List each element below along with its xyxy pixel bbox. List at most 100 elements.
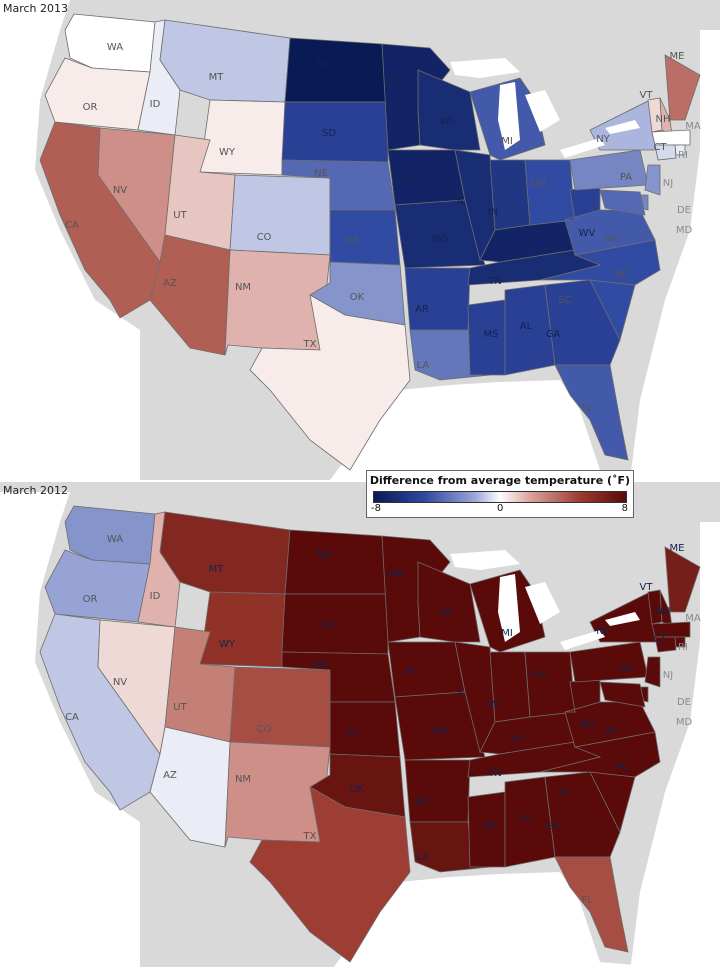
great-lake-3 [525,582,560,624]
state-co [229,174,331,256]
state-wy [199,99,286,176]
state-in [489,651,531,723]
state-label-md: MD [676,225,693,236]
state-label-id: ID [150,591,161,602]
state-ct [654,636,677,653]
gulf-of-mexico [333,872,660,967]
state-label-mi: MI [501,136,513,147]
great-lake-5 [605,120,640,134]
state-label-id: ID [150,99,161,110]
state-label-ne: NE [314,168,328,179]
state-label-ms: MS [484,821,499,832]
state-label-oh: OH [530,178,545,189]
state-nj [644,164,661,196]
map-panel-2013: March 2013 WA OR CA ID NV MT WY UT CO AZ NM TX ND SD N… [0,0,720,480]
legend-min-label: -8 [371,503,381,514]
state-nj [644,656,661,688]
map-title-2012: March 2012 [3,484,69,497]
state-label-ar: AR [415,304,429,315]
state-label-ks: KS [347,727,360,738]
state-label-ct: CT [653,634,667,645]
state-ma [651,129,691,146]
state-label-ks: KS [347,235,360,246]
state-fl [554,364,629,461]
state-label-ok: OK [350,292,365,303]
state-me [664,546,701,613]
state-label-wv: WV [579,720,596,731]
state-label-mi: MI [501,628,513,639]
great-lake-2 [498,574,520,642]
state-label-tn: TN [487,276,502,287]
state-label-ca: CA [65,712,79,723]
state-label-mt: MT [209,72,225,83]
state-label-ok: OK [350,784,365,795]
great-lake-1 [450,58,520,78]
state-label-ky: KY [512,734,525,745]
state-label-md: MD [676,717,693,728]
state-label-nd: ND [316,550,331,561]
state-label-sd: SD [322,620,336,631]
great-lake-1 [450,550,520,570]
state-label-ut: UT [173,702,187,713]
state-ma [651,621,691,638]
state-label-fl: FL [581,403,593,414]
state-label-ga: GA [546,329,561,340]
state-label-fl: FL [581,895,593,906]
state-oh [524,651,576,718]
state-label-nv: NV [113,677,127,688]
map-title-2013: March 2013 [3,2,69,15]
state-label-ut: UT [173,210,187,221]
state-label-nc: NC [615,269,629,280]
state-label-va: VA [604,726,617,737]
state-label-ct: CT [653,142,667,153]
state-md [599,681,646,708]
state-nc [539,239,661,286]
state-label-wi: WI [440,608,453,619]
state-label-ia: IA [405,666,415,677]
state-label-wy: WY [219,147,236,158]
legend-mid-label: 0 [497,503,504,514]
state-label-al: AL [520,813,533,824]
state-label-co: CO [257,724,272,735]
state-label-al: AL [520,321,533,332]
state-label-ar: AR [415,796,429,807]
state-ct [654,144,677,161]
great-lake-2 [498,82,520,150]
state-label-de: DE [677,205,691,216]
state-label-ny: NY [596,134,610,145]
state-label-mo: MO [432,234,449,245]
state-label-co: CO [257,232,272,243]
state-label-ia: IA [405,174,415,185]
state-ar [404,267,471,331]
state-label-or: OR [83,594,98,605]
us-map-2013: WA OR CA ID NV MT WY UT CO AZ NM TX ND SD NE KS OK MN IA MO… [0,0,720,480]
state-label-ga: GA [546,821,561,832]
state-label-nv: NV [113,185,127,196]
state-nd [284,37,389,103]
state-label-il: IL [457,688,466,699]
state-in [489,159,531,231]
state-ar [404,759,471,823]
great-lake-4 [560,630,605,650]
state-label-va: VA [604,234,617,245]
state-nc [539,731,661,778]
state-label-de: DE [677,697,691,708]
state-label-vt: VT [640,582,654,593]
gulf-of-mexico [330,380,720,480]
state-label-wi: WI [440,116,453,127]
state-label-il: IL [457,196,466,207]
state-label-oh: OH [530,670,545,681]
legend-max-label: 8 [621,503,628,514]
state-label-ri: RI [678,150,688,161]
state-ia [387,641,466,698]
state-ga [544,771,621,858]
state-label-nh: NH [656,114,671,125]
state-label-me: ME [670,51,685,62]
state-nd [284,529,389,595]
state-label-nj: NJ [663,670,673,681]
state-label-mn: MN [388,77,404,88]
state-co [229,666,331,748]
state-label-la: LA [417,360,430,371]
state-md [599,189,646,216]
state-label-nj: NJ [663,178,673,189]
